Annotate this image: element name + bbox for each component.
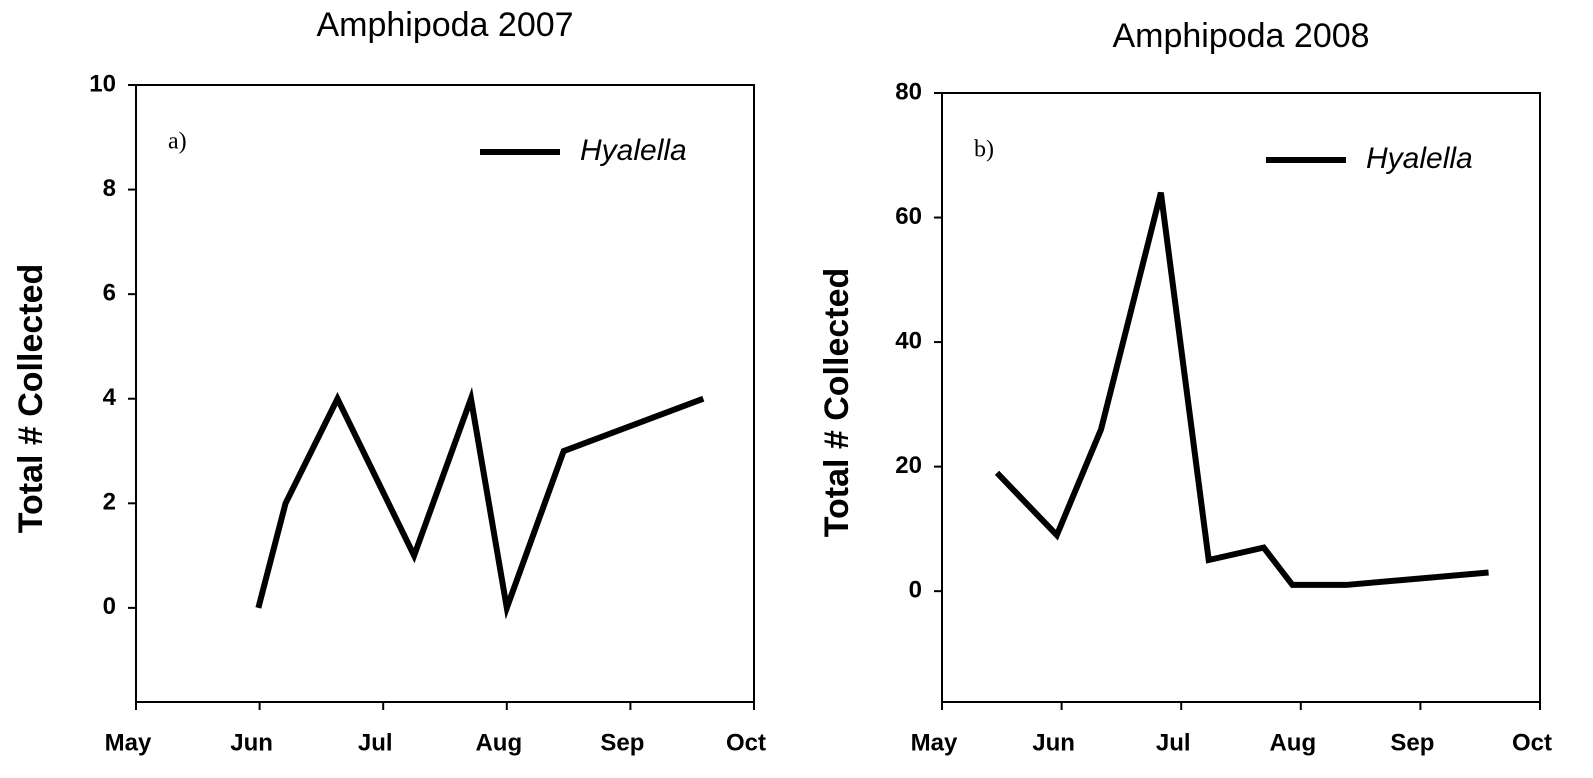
- x-tick-label: May: [911, 729, 958, 756]
- legend-label: Hyalella: [1366, 142, 1473, 175]
- x-tick-label: Jun: [230, 729, 273, 756]
- x-tick-label: Sep: [1390, 729, 1434, 756]
- y-tick-label: 40: [895, 327, 922, 354]
- data-line: [255, 387, 705, 620]
- y-tick-label: 4: [103, 384, 117, 411]
- x-tick-label: Oct: [1512, 729, 1552, 756]
- y-tick-label: 2: [103, 489, 116, 516]
- data-line: [994, 191, 1489, 588]
- plot-frame: [135, 84, 755, 703]
- y-tick-label: 80: [895, 78, 922, 105]
- x-tick-label: Sep: [600, 729, 644, 756]
- x-tick-label: May: [105, 729, 152, 756]
- x-tick-label: Oct: [726, 729, 766, 756]
- legend-label: Hyalella: [580, 134, 687, 167]
- y-axis-label: Total # Collected: [12, 264, 50, 534]
- y-tick-label: 0: [909, 577, 922, 604]
- y-axis-label: Total # Collected: [818, 268, 856, 538]
- y-tick-label: 60: [895, 203, 922, 230]
- plot-frame: [941, 92, 1541, 703]
- panel-label: b): [974, 137, 994, 163]
- panel-label: a): [168, 129, 187, 155]
- x-tick-label: Aug: [475, 729, 522, 756]
- y-tick-label: 6: [103, 279, 116, 306]
- chart-title: Amphipoda 2007: [316, 6, 573, 44]
- x-tick-label: Aug: [1269, 729, 1316, 756]
- x-tick-label: Jul: [1156, 729, 1191, 756]
- x-tick-label: Jul: [358, 729, 393, 756]
- y-tick-label: 20: [895, 452, 922, 479]
- chart-title: Amphipoda 2008: [1112, 17, 1369, 55]
- y-tick-label: 8: [103, 175, 116, 202]
- y-tick-label: 0: [103, 593, 116, 620]
- y-tick-label: 10: [89, 70, 116, 97]
- x-tick-label: Jun: [1032, 729, 1075, 756]
